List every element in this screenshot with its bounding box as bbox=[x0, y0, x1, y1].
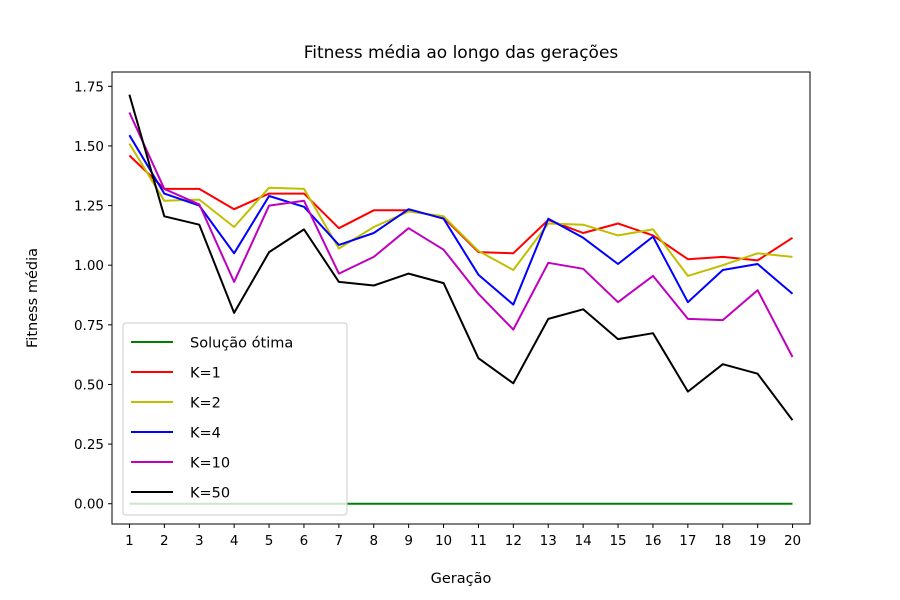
y-axis-label: Fitness média bbox=[25, 248, 41, 348]
x-tick-label: 9 bbox=[404, 533, 413, 549]
chart-title: Fitness média ao longo das gerações bbox=[304, 43, 619, 63]
legend-label-0: Solução ótima bbox=[190, 336, 293, 352]
x-tick-label: 11 bbox=[470, 533, 487, 549]
legend-label-1: K=1 bbox=[190, 366, 221, 382]
y-tick-label: 1.75 bbox=[74, 79, 104, 95]
legend-label-5: K=50 bbox=[190, 486, 230, 502]
legend-label-2: K=2 bbox=[190, 396, 221, 412]
x-tick-label: 18 bbox=[714, 533, 731, 549]
x-tick-label: 7 bbox=[335, 533, 344, 549]
series-line-2 bbox=[128, 143, 793, 277]
x-tick-label: 15 bbox=[609, 533, 626, 549]
x-tick-label: 10 bbox=[435, 533, 452, 549]
legend-label-3: K=4 bbox=[190, 426, 221, 442]
x-tick-label: 3 bbox=[195, 533, 204, 549]
x-tick-label: 13 bbox=[540, 533, 557, 549]
legend: Solução ótima K=1 K=2 K=4 K=10 K=50 bbox=[122, 322, 348, 516]
series-line-5 bbox=[128, 94, 794, 421]
y-tick-label: 0.75 bbox=[74, 318, 104, 334]
y-tick-label: 0.50 bbox=[74, 377, 104, 393]
y-tick-label: 1.25 bbox=[74, 199, 104, 215]
x-axis-label: Geração bbox=[431, 571, 492, 587]
series-line-4 bbox=[128, 112, 794, 358]
legend-box bbox=[122, 322, 348, 516]
x-tick-label: 12 bbox=[505, 533, 522, 549]
plot-frame bbox=[111, 71, 811, 525]
y-tick-label: 0.00 bbox=[74, 497, 104, 513]
x-tick-label: 5 bbox=[265, 533, 274, 549]
x-tick-label: 1 bbox=[125, 533, 134, 549]
y-tick-label: 1.50 bbox=[74, 139, 104, 155]
legend-label-4: K=10 bbox=[190, 456, 230, 472]
x-tick-label: 8 bbox=[369, 533, 378, 549]
x-tick-label: 2 bbox=[160, 533, 169, 549]
x-tick-label: 17 bbox=[679, 533, 696, 549]
y-tick-label: 0.25 bbox=[74, 437, 104, 453]
x-tick-label: 6 bbox=[300, 533, 309, 549]
ticks-layer: 1 2 3 4 5 6 7 8 9 10 11 12 13 14 15 16 17 18 19 200.000.250… bbox=[74, 79, 801, 549]
x-tick-label: 14 bbox=[575, 533, 592, 549]
y-tick-label: 1.00 bbox=[74, 258, 104, 274]
x-tick-label: 4 bbox=[230, 533, 239, 549]
series-line-3 bbox=[128, 134, 794, 306]
x-tick-label: 20 bbox=[784, 533, 801, 549]
x-tick-label: 16 bbox=[644, 533, 661, 549]
x-tick-label: 19 bbox=[749, 533, 766, 549]
